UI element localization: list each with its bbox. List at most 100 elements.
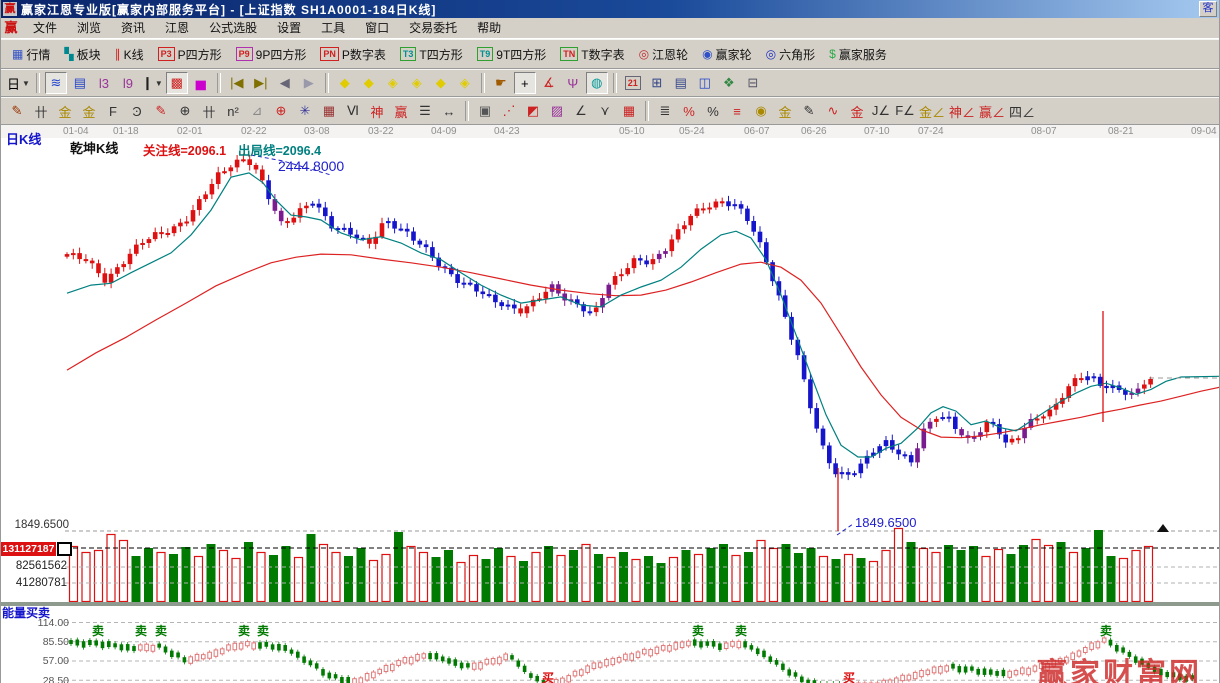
roman-icon[interactable]: Ⅵ — [342, 100, 364, 122]
cycle-tool-icon[interactable]: ◍ — [585, 72, 608, 94]
save-icon[interactable]: ◫ — [694, 72, 716, 94]
pencil-icon[interactable]: ✎ — [6, 100, 28, 122]
last-bar-icon[interactable]: ▶| — [250, 72, 272, 94]
pencil-candle-icon[interactable]: ✎ — [798, 100, 820, 122]
menu-item-9[interactable]: 帮助 — [477, 21, 502, 35]
winner-wheel-button[interactable]: ◉ 赢家轮 — [696, 44, 758, 65]
menu-item-4[interactable]: 公式选股 — [209, 21, 258, 35]
spiral-icon[interactable]: Ͽ — [126, 100, 148, 122]
fibonacci-icon[interactable]: F — [102, 100, 124, 122]
gold-line-icon[interactable]: 金 — [774, 100, 796, 122]
diamond-right-icon[interactable]: ◆ — [358, 72, 380, 94]
target-circle-icon[interactable]: ⊕ — [270, 100, 292, 122]
p-number-button[interactable]: PN P数字表 — [314, 44, 392, 65]
red-pencil-icon[interactable]: ✎ — [150, 100, 172, 122]
gann-wheel-button[interactable]: ◎ 江恩轮 — [633, 44, 695, 65]
angle-lines-icon[interactable]: ∠ — [570, 100, 592, 122]
grid-box-icon[interactable]: ▦ — [318, 100, 340, 122]
bars9-icon[interactable]: l9 — [117, 72, 139, 94]
gold-red-icon[interactable]: 金 — [846, 100, 868, 122]
menu-item-6[interactable]: 工具 — [321, 21, 346, 35]
9t-square-button[interactable]: T9 9T四方形 — [471, 44, 553, 65]
bars3-icon[interactable]: l3 — [93, 72, 115, 94]
circle-ticks-icon[interactable]: ⊕ — [174, 100, 196, 122]
wave-icon[interactable]: ≋ — [44, 72, 67, 94]
p-square-button-glyph: P3 — [157, 47, 175, 61]
calendar-icon[interactable]: 21 — [622, 72, 644, 94]
notepad-icon[interactable]: ▤ — [670, 72, 692, 94]
diamond-up-icon[interactable]: ◈ — [382, 72, 404, 94]
t-square-button[interactable]: T3 T四方形 — [394, 44, 469, 65]
menu-item-2[interactable]: 资讯 — [121, 21, 146, 35]
period-select-dropdown-icon: ▼ — [22, 78, 30, 88]
calculator-icon[interactable]: ⊞ — [646, 72, 668, 94]
gold-grid-icon[interactable]: 金 — [54, 100, 76, 122]
hash-icon[interactable]: 卄 — [198, 100, 220, 122]
p-square-button[interactable]: P3 P四方形 — [152, 44, 228, 65]
histogram-icon[interactable]: ▅ — [190, 72, 212, 94]
print-icon-glyph: ⊟ — [747, 75, 759, 90]
fan-grid-icon[interactable]: ▨ — [546, 100, 568, 122]
chart-canvas[interactable]: 卖卖卖卖卖卖卖卖买买 — [1, 125, 1220, 683]
n2-icon[interactable]: n² — [222, 100, 244, 122]
percent-line-icon[interactable]: % — [678, 100, 700, 122]
9p-square-button[interactable]: P9 9P四方形 — [230, 44, 313, 65]
diamond-left-icon[interactable]: ◆ — [334, 72, 356, 94]
width-arrows-icon[interactable]: ↔ — [438, 100, 460, 122]
sell-mark: 卖 — [257, 623, 269, 638]
wave-line-icon[interactable]: ∿ — [822, 100, 844, 122]
menu-item-1[interactable]: 浏览 — [77, 21, 102, 35]
bars-tool-icon[interactable]: ≣ — [654, 100, 676, 122]
box-tool-icon[interactable]: ▣ — [474, 100, 496, 122]
diamond-fit-icon[interactable]: ◈ — [454, 72, 476, 94]
fan-lines-icon[interactable]: ⋰ — [498, 100, 520, 122]
grid-lines-icon[interactable]: 卄 — [30, 100, 52, 122]
angle-measure-icon[interactable]: ∡ — [538, 72, 560, 94]
panel-splitter[interactable] — [1, 602, 1219, 606]
percent-under-icon[interactable]: ≡ — [726, 100, 748, 122]
menu-item-3[interactable]: 江恩 — [165, 21, 190, 35]
sectors-button[interactable]: ▚ 板块 — [58, 44, 106, 65]
menu-item-8[interactable]: 交易委托 — [409, 21, 458, 35]
diamond-down-icon[interactable]: ◈ — [406, 72, 428, 94]
percent-icon[interactable]: % — [702, 100, 724, 122]
quotes-button[interactable]: ▦ 行情 — [6, 44, 56, 65]
shen-icon[interactable]: 神 — [366, 100, 388, 122]
gold-grid2-icon[interactable]: 金 — [78, 100, 100, 122]
menu-item-7[interactable]: 窗口 — [365, 21, 390, 35]
gold-angle-icon[interactable]: 金∠ — [918, 100, 946, 122]
prev-bar-icon[interactable]: ◀ — [274, 72, 296, 94]
corner-button[interactable]: 客 — [1199, 1, 1217, 17]
j-angle-icon[interactable]: J∠ — [870, 100, 892, 122]
fork-tool-icon[interactable]: Ψ — [562, 72, 584, 94]
gold-circle-icon[interactable]: ◉ — [750, 100, 772, 122]
abacus-icon[interactable]: ☰ — [414, 100, 436, 122]
diamond-expand-icon[interactable]: ◆ — [430, 72, 452, 94]
angle-mirror-icon[interactable]: ⊿ — [246, 100, 268, 122]
first-bar-icon[interactable]: |◀ — [226, 72, 248, 94]
f-angle-icon[interactable]: F∠ — [894, 100, 916, 122]
export-icon[interactable]: ❖ — [718, 72, 740, 94]
kline-button[interactable]: ∥ K线 — [109, 44, 150, 65]
candle-style-icon[interactable]: ❙ ▼ — [141, 72, 164, 94]
t-number-button[interactable]: TN T数字表 — [554, 44, 630, 65]
menu-item-5[interactable]: 设置 — [277, 21, 302, 35]
period-select[interactable]: 日 ▼ — [6, 72, 31, 94]
crosshair-icon[interactable]: + — [513, 72, 536, 94]
winner-service-button[interactable]: $ 赢家服务 — [823, 44, 893, 65]
next-bar-icon[interactable]: ▶ — [298, 72, 320, 94]
four-angle-icon[interactable]: 四∠ — [1008, 100, 1036, 122]
hexagon-button[interactable]: ◎ 六角形 — [760, 44, 822, 65]
shen-angle-icon[interactable]: 神∠ — [948, 100, 976, 122]
hand-icon[interactable]: ☛ — [490, 72, 512, 94]
ying-angle-icon[interactable]: 赢∠ — [978, 100, 1006, 122]
red-grid-icon[interactable]: ▦ — [618, 100, 640, 122]
ying-icon[interactable]: 赢 — [390, 100, 412, 122]
star-web-icon[interactable]: ✳ — [294, 100, 316, 122]
menu-item-0[interactable]: 文件 — [33, 21, 58, 35]
print-icon[interactable]: ⊟ — [742, 72, 764, 94]
v-lines-icon[interactable]: ⋎ — [594, 100, 616, 122]
fan-box-icon[interactable]: ◩ — [522, 100, 544, 122]
red-box-icon[interactable]: ▩ — [165, 72, 188, 94]
doc-icon[interactable]: ▤ — [69, 72, 91, 94]
